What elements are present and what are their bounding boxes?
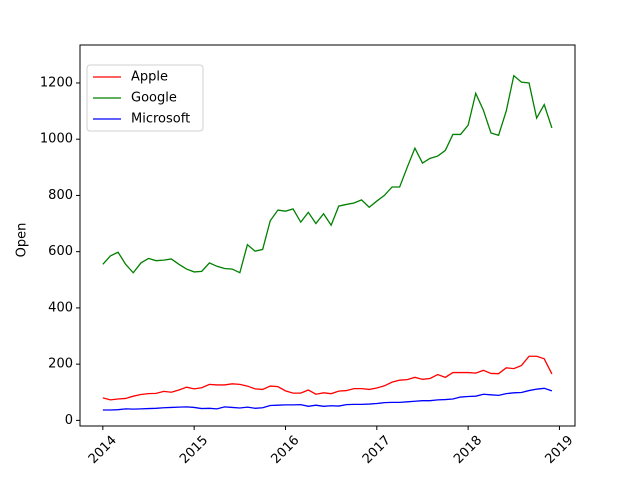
x-tick-label: 2018 xyxy=(451,433,485,467)
y-tick-label: 600 xyxy=(48,244,73,259)
x-tick-label: 2019 xyxy=(542,433,576,467)
series-line xyxy=(102,387,553,411)
legend-label: Apple xyxy=(131,70,168,85)
legend-label: Microsoft xyxy=(131,112,190,127)
axes-frame xyxy=(79,44,576,427)
y-tick-label: 1200 xyxy=(40,75,73,90)
legend-label: Google xyxy=(131,91,177,106)
y-tick-label: 200 xyxy=(48,357,73,372)
legend-box xyxy=(86,64,204,132)
x-tick-label: 2014 xyxy=(86,433,120,467)
y-tick-label: 400 xyxy=(48,300,73,315)
x-tick-label: 2017 xyxy=(360,433,394,467)
y-tick-label: 0 xyxy=(65,413,73,428)
y-tick-label: 800 xyxy=(48,188,73,203)
series-line xyxy=(102,74,553,274)
x-tick-label: 2016 xyxy=(268,433,302,467)
y-tick-label: 1000 xyxy=(40,132,73,147)
series-line xyxy=(102,355,553,401)
x-tick-label: 2015 xyxy=(177,433,211,467)
y-axis-label: Open xyxy=(15,223,30,258)
